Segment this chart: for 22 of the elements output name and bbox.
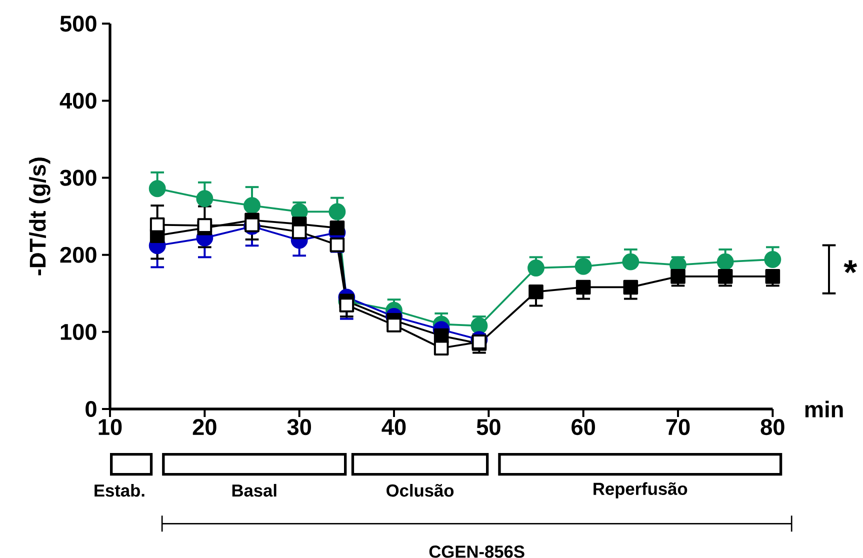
text: Basal — [232, 484, 276, 497]
text: Oclusão — [386, 484, 454, 497]
y-tick-label: 0 — [86, 400, 96, 418]
x-tick-label: 30 — [287, 419, 311, 436]
x-tick-label: 10 — [98, 419, 122, 436]
text: Estab. — [94, 484, 144, 497]
y-tick-label: 100 — [60, 324, 96, 340]
y-tick-label: 500 — [60, 16, 96, 32]
x-tick-label: 60 — [572, 419, 595, 436]
text: CGEN-856S — [429, 546, 524, 558]
x-tick-label: 40 — [382, 419, 406, 436]
text: Reperfusão — [594, 482, 688, 498]
x-tick-label: 50 — [476, 419, 500, 436]
y-axis-title: -DT/dt (g/s) — [29, 158, 50, 276]
y-tick-label: 400 — [60, 92, 96, 109]
y-tick-label: 200 — [60, 246, 96, 263]
x-axis-title: min — [805, 400, 843, 418]
x-tick-label: 20 — [192, 419, 216, 436]
y-tick-label: 300 — [60, 170, 96, 186]
x-tick-label: 80 — [760, 419, 784, 436]
x-tick-label: 70 — [666, 419, 690, 436]
text: * — [844, 260, 858, 274]
